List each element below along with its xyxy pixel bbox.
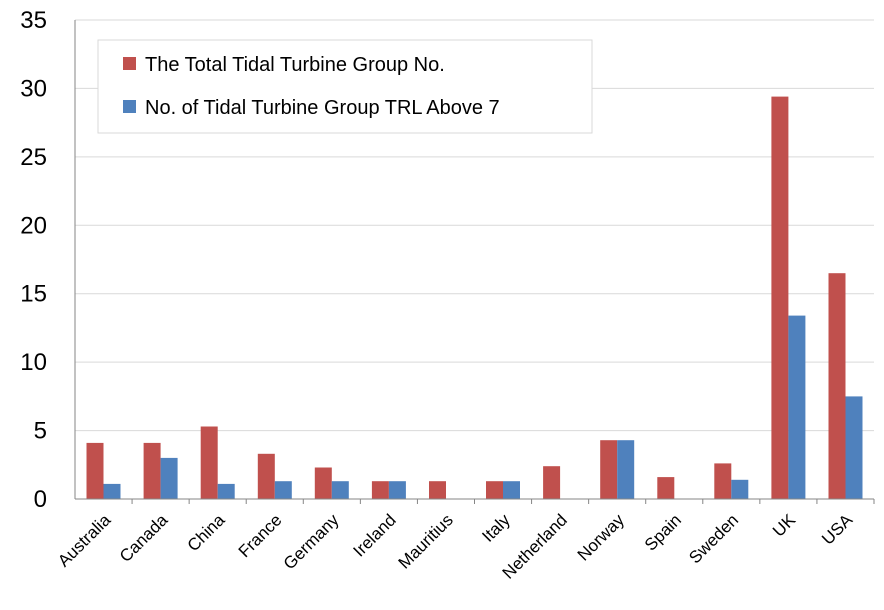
legend-frame <box>97 39 593 134</box>
x-tick-label: Spain <box>641 510 685 554</box>
legend-swatch-trl <box>123 100 136 113</box>
bar-total-italy <box>486 481 503 499</box>
y-tick-label: 5 <box>34 418 47 445</box>
bar-trl-australia <box>103 483 121 499</box>
bar-total-canada <box>143 442 161 499</box>
y-tick-label: 25 <box>20 144 47 171</box>
bar-trl-china <box>217 483 235 499</box>
bar-total-france <box>257 453 275 499</box>
bar-total-ireland <box>371 481 389 499</box>
x-tick-label: USA <box>818 510 857 549</box>
x-tick-label: Australia <box>54 510 115 571</box>
bar-trl-sweden <box>731 479 749 499</box>
bar-trl-france <box>274 481 292 499</box>
bars <box>86 96 863 499</box>
bar-total-germany <box>314 467 332 499</box>
bar-total-sweden <box>714 463 732 499</box>
x-tick-label: Italy <box>478 510 514 546</box>
y-tick-label: 0 <box>34 486 47 513</box>
legend-swatch-total <box>123 57 136 70</box>
x-tick-label: Ireland <box>350 510 400 560</box>
x-tick-label: China <box>184 510 229 555</box>
bar-trl-ireland <box>388 481 406 499</box>
y-tick-label: 10 <box>20 349 47 376</box>
x-tick-label: Canada <box>116 510 172 566</box>
y-tick-label: 20 <box>20 212 47 239</box>
y-tick-label: 15 <box>20 281 47 308</box>
bar-trl-usa <box>845 396 863 499</box>
bar-trl-germany <box>331 481 349 499</box>
bar-total-uk <box>771 96 789 499</box>
legend: The Total Tidal Turbine Group No. No. of… <box>97 39 593 134</box>
bar-trl-canada <box>160 457 178 499</box>
x-tick-label: UK <box>769 510 800 541</box>
y-axis: 0 5 10 15 20 25 30 35 <box>20 7 76 513</box>
x-tick-label: France <box>235 510 286 561</box>
bar-total-mauritius <box>429 481 446 499</box>
bar-total-netherland <box>543 466 561 499</box>
x-tick-label: Norway <box>574 510 629 565</box>
bar-total-spain <box>657 477 675 499</box>
bar-trl-italy <box>503 481 520 499</box>
x-tick-label: Sweden <box>685 510 742 567</box>
legend-label-trl: No. of Tidal Turbine Group TRL Above 7 <box>145 97 500 119</box>
y-tick-label: 30 <box>20 75 47 102</box>
bar-trl-uk <box>788 315 806 499</box>
legend-label-total: The Total Tidal Turbine Group No. <box>145 54 445 76</box>
bar-total-china <box>200 426 218 499</box>
y-tick-label: 35 <box>20 7 47 34</box>
bar-total-australia <box>86 442 104 499</box>
bar-total-norway <box>600 440 618 499</box>
bar-trl-norway <box>617 440 635 499</box>
x-tick-label: Mauritius <box>395 510 457 572</box>
x-tick-label: Germany <box>280 510 343 573</box>
bar-total-usa <box>828 273 846 499</box>
